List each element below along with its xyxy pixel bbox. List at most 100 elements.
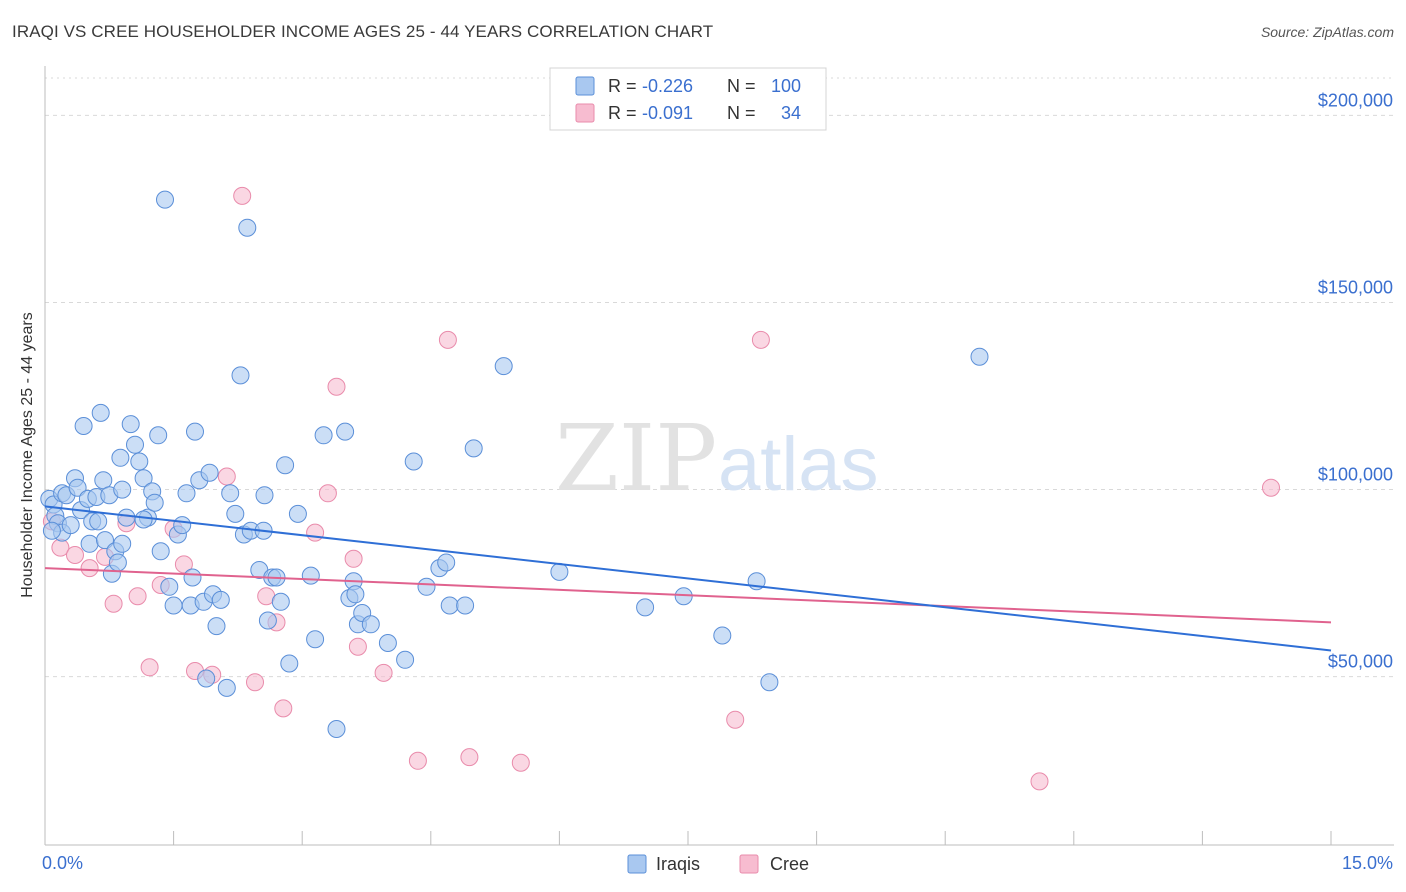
iraqis-point <box>121 415 140 434</box>
iraqis-point <box>288 504 307 523</box>
iraqis-point <box>74 417 93 435</box>
cree-point <box>751 330 770 349</box>
bottom-legend-label-cree: Cree <box>770 854 809 874</box>
legend-r-label-cree: R = <box>608 103 642 123</box>
iraqis-point <box>258 611 277 630</box>
iraqis-point <box>80 534 99 553</box>
cree-point <box>408 751 427 770</box>
cree-point <box>80 559 99 578</box>
y-tick-label: $100,000 <box>1318 465 1393 485</box>
cree-point <box>726 710 745 729</box>
iraqis-point <box>108 553 127 572</box>
iraqis-point <box>61 516 80 535</box>
cree-point <box>1262 478 1280 497</box>
iraqis-point <box>226 504 245 523</box>
iraqis-point <box>126 435 144 454</box>
iraqis-point <box>130 452 149 471</box>
iraqis-point <box>464 439 483 458</box>
iraqis-point <box>238 218 257 237</box>
legend-swatch-cree <box>575 103 595 123</box>
cree-point <box>174 555 193 574</box>
y-tick-label: $200,000 <box>1318 90 1393 110</box>
iraqis-point <box>276 456 295 475</box>
bottom-legend-swatch-cree <box>739 854 759 874</box>
iraqis-trend-line <box>44 505 1332 652</box>
legend-swatch-iraqis <box>575 76 595 96</box>
top-legend: R = -0.226 N = 100 R = -0.091 N = 34 <box>549 67 827 131</box>
x-tick-label: 0.0% <box>42 853 83 873</box>
iraqis-point <box>437 553 456 572</box>
iraqis-point <box>336 422 355 441</box>
trend-layer <box>44 505 1332 652</box>
legend-n-value-iraqis: 100 <box>771 76 801 96</box>
iraqis-point <box>404 452 423 471</box>
iraqis-point <box>113 534 132 553</box>
legend-box <box>549 67 827 131</box>
cree-point <box>327 377 346 396</box>
cree-point <box>246 673 264 692</box>
cree-trend-line <box>44 567 1332 624</box>
watermark: ZIP atlas <box>555 405 879 512</box>
iraqis-point <box>113 480 132 499</box>
cree-point <box>233 186 252 205</box>
iraqis-point <box>173 516 192 535</box>
iraqis-point <box>156 190 174 209</box>
iraqis-point <box>134 510 153 529</box>
cree-point <box>460 748 479 767</box>
iraqis-point <box>327 720 346 738</box>
bottom-legend-label-iraqis: Iraqis <box>656 854 700 874</box>
iraqis-point <box>186 422 204 441</box>
iraqis-point <box>68 478 87 497</box>
cree-point <box>217 467 236 486</box>
chart-title: IRAQI VS CREE HOUSEHOLDER INCOME AGES 25… <box>12 22 714 41</box>
bottom-legend: Iraqis Cree <box>627 854 809 874</box>
watermark-atlas: atlas <box>718 422 879 507</box>
iraqis-point <box>271 592 290 611</box>
iraqis-point <box>197 669 216 688</box>
y-tick-label: $150,000 <box>1318 277 1393 297</box>
tick-labels: $50,000 $100,000 $150,000 $200,000 0.0% 15.0% <box>42 90 1393 873</box>
iraqis-point <box>117 508 136 527</box>
iraqis-point <box>440 596 459 615</box>
legend-n-value-cree: 34 <box>781 103 801 123</box>
cree-point <box>344 549 363 568</box>
iraqis-point <box>494 357 513 376</box>
x-tick-label: 15.0% <box>1342 853 1393 873</box>
bottom-legend-swatch-iraqis <box>627 854 647 874</box>
cree-point <box>306 523 325 542</box>
iraqis-point <box>96 531 114 550</box>
iraqis-point <box>145 493 164 512</box>
iraqis-point <box>151 542 170 561</box>
iraqis-point <box>134 469 153 488</box>
iraqis-point <box>346 585 365 604</box>
iraqis-points <box>40 190 989 738</box>
iraqis-point <box>211 590 230 609</box>
iraqis-point <box>280 654 299 673</box>
cree-point <box>274 699 293 718</box>
legend-n-label-iraqis: N = <box>727 76 761 96</box>
cree-point <box>348 637 367 656</box>
iraqis-point <box>970 347 989 366</box>
cree-point <box>1030 772 1049 791</box>
cree-point <box>140 658 159 677</box>
iraqis-point <box>417 577 436 596</box>
iraqis-point <box>42 521 61 540</box>
iraqis-point <box>177 484 196 503</box>
watermark-zip: ZIP <box>555 405 717 512</box>
axes-layer <box>44 66 1394 846</box>
legend-r-label-iraqis: R = <box>608 76 642 96</box>
cree-point <box>318 484 337 503</box>
iraqis-point <box>636 598 655 617</box>
iraqis-point <box>89 512 108 531</box>
iraqis-point <box>314 426 333 445</box>
iraqis-point <box>456 596 475 615</box>
cree-point <box>66 546 84 564</box>
iraqis-point <box>231 366 250 385</box>
legend-r-value-iraqis: -0.226 <box>642 76 693 96</box>
chart-source: Source: ZipAtlas.com <box>1260 24 1394 40</box>
iraqis-point <box>164 596 183 615</box>
y-tick-label: $50,000 <box>1328 652 1393 672</box>
cree-point <box>104 594 123 613</box>
iraqis-point <box>94 471 113 490</box>
